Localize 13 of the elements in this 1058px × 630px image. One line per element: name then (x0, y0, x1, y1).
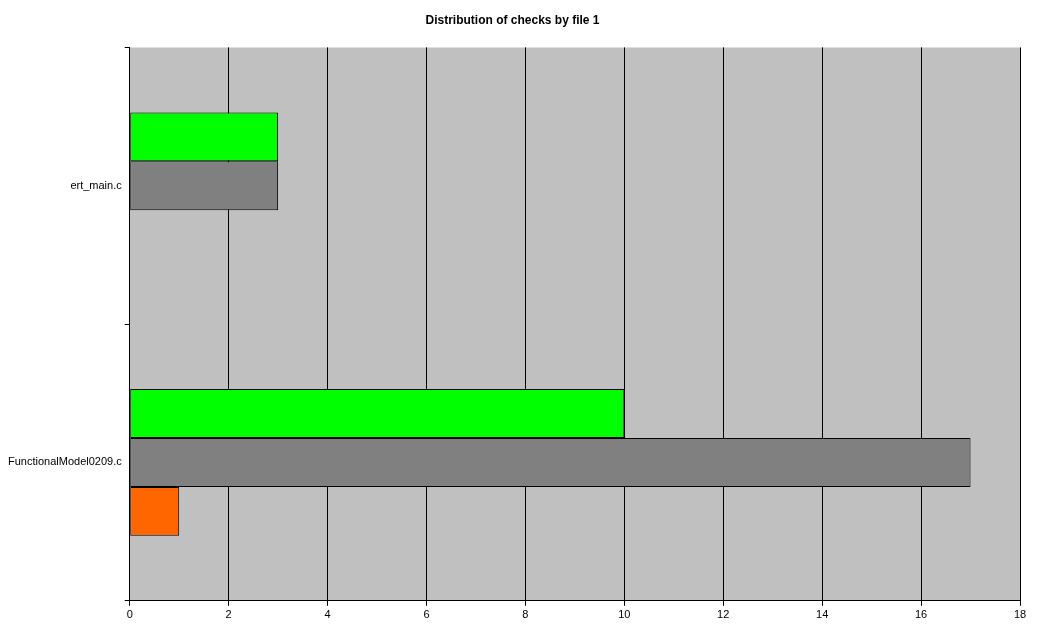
x-tick-label: 10 (618, 608, 631, 621)
chart-title: Distribution of checks by file 1 (425, 12, 600, 27)
x-tick-label: 12 (717, 608, 730, 621)
x-tick-label: 16 (914, 608, 928, 621)
y-tick-label: FunctionalModel0209.c (7, 455, 123, 468)
x-tick-label: 8 (522, 608, 529, 621)
x-tick-label: 0 (126, 608, 133, 621)
x-tick-label: 2 (225, 608, 232, 621)
x-tick-label: 6 (423, 608, 430, 621)
y-tick-label: ert_main.c (70, 178, 123, 191)
x-tick-label: 18 (1013, 608, 1027, 621)
x-tick-label: 4 (324, 608, 331, 621)
x-tick-label: 14 (816, 608, 829, 621)
